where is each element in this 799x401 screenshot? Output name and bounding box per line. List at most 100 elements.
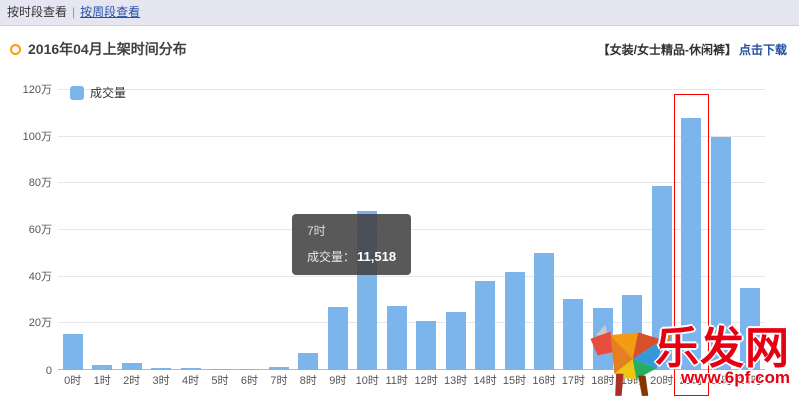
title-row: 2016年04月上架时间分布 【女装/女士精品-休闲裤】 点击下载 <box>10 39 787 59</box>
x-axis-label: 15时 <box>502 375 527 387</box>
bar-column-22时: 22时 <box>706 90 735 387</box>
bar[interactable] <box>386 305 407 370</box>
bar[interactable] <box>180 367 201 370</box>
bar-column-21时: 21时 <box>677 90 706 387</box>
x-axis-label: 6时 <box>240 375 258 387</box>
bar-column-5时: 5时 <box>205 90 234 387</box>
x-axis-label: 17时 <box>561 375 586 387</box>
bullet-icon <box>10 43 21 55</box>
legend-item[interactable]: 成交量 <box>70 84 126 101</box>
bar[interactable] <box>504 272 525 370</box>
bar[interactable] <box>151 367 172 370</box>
gridline <box>58 369 765 370</box>
view-switcher: 按时段查看 | 按周段查看 <box>0 0 799 26</box>
plot-area: 0 20万 40万 60万 80万 100万 120万 0时 1时 2时 3时 4时 5时 6时 7时 8时 9… <box>23 84 765 396</box>
y-axis-label: 20万 <box>28 317 52 330</box>
x-axis-label: 11时 <box>385 375 408 387</box>
y-axis-label: 40万 <box>28 270 52 283</box>
bar-column-2时: 2时 <box>117 90 146 387</box>
legend-label: 成交量 <box>90 86 127 100</box>
bar[interactable] <box>416 321 437 370</box>
bar-column-16时: 16时 <box>529 90 558 387</box>
bar-column-11时: 11时 <box>382 90 411 387</box>
bar-column-17时: 17时 <box>559 90 588 387</box>
y-axis-label: 60万 <box>28 224 52 236</box>
x-axis-label: 21时 <box>679 375 703 387</box>
bar-column-9时: 9时 <box>323 90 352 387</box>
gridline <box>58 182 765 184</box>
gridline <box>58 229 765 230</box>
x-axis-label: 1时 <box>93 375 111 387</box>
x-axis-label: 2时 <box>123 375 141 387</box>
x-axis-label: 13时 <box>443 375 468 387</box>
page-title: 2016年04月上架时间分布 <box>28 41 187 57</box>
bar-column-6时: 6时 <box>235 90 264 387</box>
legend-swatch-icon <box>70 85 84 100</box>
bar[interactable] <box>327 307 348 370</box>
bar-chart: 成交量 0 20万 40万 60万 80万 100万 120万 0时 1时 2时 3时 4时 5时 6时 7… <box>0 62 799 401</box>
tab-separator: | <box>72 5 76 19</box>
bar-column-14时: 14时 <box>470 90 499 387</box>
bar[interactable] <box>533 253 554 370</box>
bar[interactable] <box>239 368 260 370</box>
x-axis-label: 23时 <box>738 375 762 387</box>
x-axis-label: 10时 <box>355 375 379 387</box>
bar[interactable] <box>563 298 584 370</box>
gridline <box>58 275 765 277</box>
y-axis-label: 0 <box>45 365 52 377</box>
x-axis-label: 12时 <box>414 375 438 387</box>
bar-column-20时: 20时 <box>647 90 676 387</box>
x-axis-label: 14时 <box>473 375 497 387</box>
gridline <box>58 89 765 90</box>
highlight-box <box>673 94 710 396</box>
bar-column-1时: 1时 <box>87 90 116 387</box>
bar[interactable] <box>681 118 702 370</box>
x-axis-label: 16时 <box>532 375 556 387</box>
bar[interactable] <box>475 281 496 370</box>
bar[interactable] <box>209 368 230 370</box>
x-axis-label: 0时 <box>64 375 82 387</box>
tooltip: 7时 成交量： 11,518 <box>292 214 412 275</box>
category-label: 【女装/女士精品-休闲裤】 <box>597 43 737 57</box>
bar-column-8时: 8时 <box>294 90 323 387</box>
bar-columns: 0时 1时 2时 3时 4时 5时 6时 7时 8时 9时 10时 11时 12时 13时 14时 15时 16… <box>58 90 765 387</box>
x-axis-label: 18时 <box>591 375 615 387</box>
bar-column-0时: 0时 <box>58 90 87 387</box>
x-axis-label: 22时 <box>709 375 733 387</box>
x-axis-label: 9时 <box>329 375 347 387</box>
x-axis-label: 4时 <box>181 375 200 387</box>
tooltip-label: 成交量： <box>307 250 356 264</box>
bar-column-23时: 23时 <box>735 90 764 387</box>
bar[interactable] <box>740 288 761 370</box>
x-axis-label: 7时 <box>270 375 288 387</box>
gridline <box>58 135 765 137</box>
bar[interactable] <box>710 136 731 370</box>
bar[interactable] <box>298 352 319 370</box>
bar[interactable] <box>268 367 289 370</box>
download-link[interactable]: 点击下载 <box>738 43 787 57</box>
bar-column-18时: 18时 <box>588 90 617 387</box>
bar-column-4时: 4时 <box>176 90 205 387</box>
bar-column-19时: 19时 <box>618 90 647 387</box>
x-axis-label: 3时 <box>152 375 170 387</box>
tab-by-week[interactable]: 按周段查看 <box>80 5 141 19</box>
y-axis-label: 100万 <box>22 130 52 143</box>
bar[interactable] <box>445 311 466 370</box>
bar-column-15时: 15时 <box>500 90 529 387</box>
bar[interactable] <box>121 363 142 370</box>
x-axis-label: 8时 <box>299 375 317 387</box>
tab-by-time[interactable]: 按时段查看 <box>7 5 68 19</box>
tooltip-title: 7时 <box>307 224 326 238</box>
bar[interactable] <box>622 295 643 370</box>
bar-column-12时: 12时 <box>411 90 440 387</box>
bar[interactable] <box>92 365 113 370</box>
tooltip-value-line: 成交量： 11,518 <box>307 248 396 265</box>
gridline <box>58 322 765 324</box>
bar[interactable] <box>651 185 672 370</box>
x-axis-label: 5时 <box>211 375 229 387</box>
bar[interactable] <box>62 333 83 370</box>
bar-column-3时: 3时 <box>146 90 175 387</box>
y-axis-label: 120万 <box>22 84 52 96</box>
bar[interactable] <box>592 308 613 370</box>
